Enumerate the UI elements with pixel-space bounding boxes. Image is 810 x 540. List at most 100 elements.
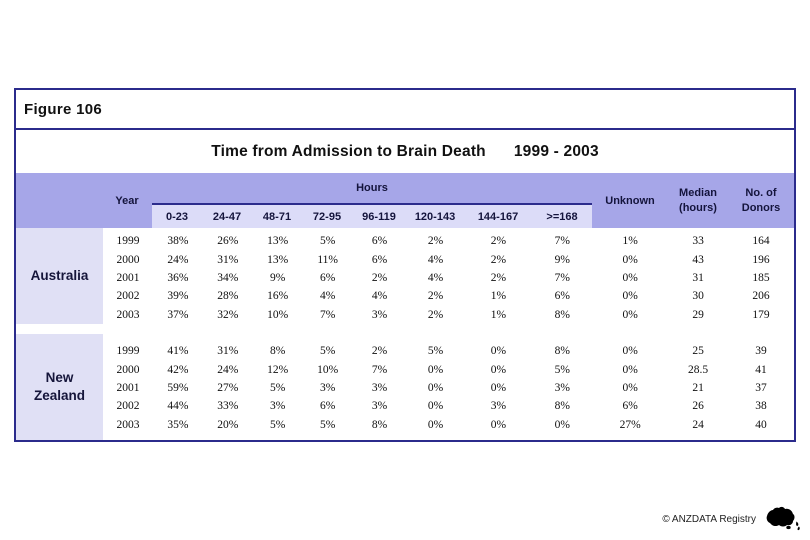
data-cell: 4%	[427, 253, 444, 266]
median-header-line1: Median	[679, 186, 717, 199]
copyright-credit: © ANZDATA Registry	[662, 513, 756, 525]
data-cell: 31%	[217, 253, 239, 266]
year-cell: 2003	[116, 418, 140, 431]
data-cell: 2%	[490, 253, 507, 266]
country-label: Australia	[30, 268, 89, 284]
group-gap	[16, 324, 794, 334]
data-cell: 16%	[267, 290, 289, 303]
year-cell: 1999	[116, 235, 140, 248]
data-cell: 38%	[167, 235, 189, 248]
data-cell: 0%	[427, 400, 444, 413]
data-cell: 2%	[427, 290, 444, 303]
hours-range-header: 24-47	[212, 210, 242, 223]
data-cell: 10%	[267, 308, 289, 321]
data-cell: 13%	[267, 235, 289, 248]
header-spacer	[16, 173, 102, 228]
data-cell: 32%	[217, 308, 239, 321]
data-cell: 34%	[217, 271, 239, 284]
data-cell: 31	[692, 271, 704, 284]
data-cell: 0%	[622, 345, 638, 358]
data-cell: 8%	[270, 345, 286, 358]
data-cell: 39%	[167, 290, 189, 303]
hours-range-header: 144-167	[477, 210, 519, 223]
data-cell: 30	[692, 290, 704, 303]
table-title: Time from Admission to Brain Death	[211, 142, 486, 160]
data-cell: 0%	[554, 418, 570, 431]
data-cell: 1%	[490, 308, 507, 321]
data-cell: 4%	[319, 290, 336, 303]
data-cell: 0%	[622, 381, 638, 394]
data-cell: 24%	[167, 253, 189, 266]
data-cell: 1%	[490, 290, 507, 303]
data-cell: 2%	[371, 271, 388, 284]
data-cell: 36%	[167, 271, 189, 284]
data-cell: 28%	[217, 290, 239, 303]
year-cell: 2000	[116, 363, 140, 376]
data-cell: 6%	[319, 271, 336, 284]
table-body: Australia 1999 38% 26% 13% 5% 6% 2% 2% 7% 1% 33 164 2…	[16, 228, 794, 440]
data-cell: 0%	[622, 363, 638, 376]
data-cell: 4%	[371, 290, 388, 303]
table-row: 2003 35% 20% 5% 5% 8% 0% 0% 0% 27% 24 40	[103, 416, 794, 434]
data-cell: 26	[692, 400, 704, 413]
data-cell: 2%	[427, 235, 444, 248]
table-row: 2003 37% 32% 10% 7% 3% 2% 1% 8% 0% 29 179	[103, 306, 794, 324]
data-cell: 5%	[270, 381, 286, 394]
year-cell: 1999	[116, 345, 140, 358]
data-cell: 5%	[319, 418, 336, 431]
data-cell: 0%	[427, 363, 444, 376]
data-cell: 0%	[427, 418, 444, 431]
data-cell: 5%	[319, 345, 336, 358]
table-row: 2002 44% 33% 3% 6% 3% 0% 3% 8% 6% 26 38	[103, 397, 794, 415]
data-cell: 3%	[371, 308, 388, 321]
data-cell: 33%	[217, 400, 239, 413]
year-cell: 2003	[116, 308, 140, 321]
hours-range-header: 48-71	[262, 210, 292, 223]
hours-range-header: >=168	[546, 210, 578, 223]
data-cell: 3%	[371, 381, 388, 394]
data-cell: 27%	[217, 381, 239, 394]
data-cell: 7%	[371, 363, 388, 376]
table-row: 1999 41% 31% 8% 5% 2% 5% 0% 8% 0% 25 39	[103, 342, 794, 360]
data-cell: 35%	[167, 418, 189, 431]
data-cell: 5%	[427, 345, 444, 358]
data-cell: 3%	[319, 381, 336, 394]
data-cell: 164	[752, 235, 770, 248]
data-cell: 2%	[490, 235, 507, 248]
data-cell: 20%	[217, 418, 239, 431]
data-cell: 37	[755, 381, 767, 394]
data-cell: 8%	[554, 308, 570, 321]
year-cell: 2002	[116, 400, 140, 413]
data-cell: 0%	[490, 418, 507, 431]
donors-header-line1: No. of	[745, 186, 777, 199]
data-cell: 28.5	[688, 363, 709, 376]
data-cell: 0%	[490, 363, 507, 376]
data-cell: 27%	[619, 418, 641, 431]
table-row: 2002 39% 28% 16% 4% 4% 2% 1% 6% 0% 30 206	[103, 287, 794, 305]
data-cell: 3%	[371, 400, 388, 413]
column-header-unknown: Unknown	[605, 194, 655, 207]
data-cell: 26%	[217, 235, 239, 248]
data-cell: 5%	[554, 363, 570, 376]
table-title-row: Time from Admission to Brain Death 1999 …	[16, 130, 794, 173]
table-row: 1999 38% 26% 13% 5% 6% 2% 2% 7% 1% 33 164	[103, 232, 794, 250]
hours-range-header: 72-95	[312, 210, 342, 223]
hours-range-header: 120-143	[414, 210, 456, 223]
data-cell: 41%	[167, 345, 189, 358]
data-cell: 6%	[319, 400, 336, 413]
data-cell: 7%	[554, 235, 570, 248]
data-cell: 179	[752, 308, 770, 321]
data-cell: 9%	[270, 271, 286, 284]
data-cell: 25	[692, 345, 704, 358]
data-cell: 13%	[267, 253, 289, 266]
data-cell: 37%	[167, 308, 189, 321]
data-cell: 0%	[622, 271, 638, 284]
data-cell: 1%	[622, 235, 638, 248]
data-cell: 0%	[427, 381, 444, 394]
data-cell: 0%	[490, 345, 507, 358]
column-header-hours: Hours	[356, 182, 388, 194]
data-cell: 196	[752, 253, 770, 266]
data-cell: 8%	[554, 400, 570, 413]
data-cell: 59%	[167, 381, 189, 394]
